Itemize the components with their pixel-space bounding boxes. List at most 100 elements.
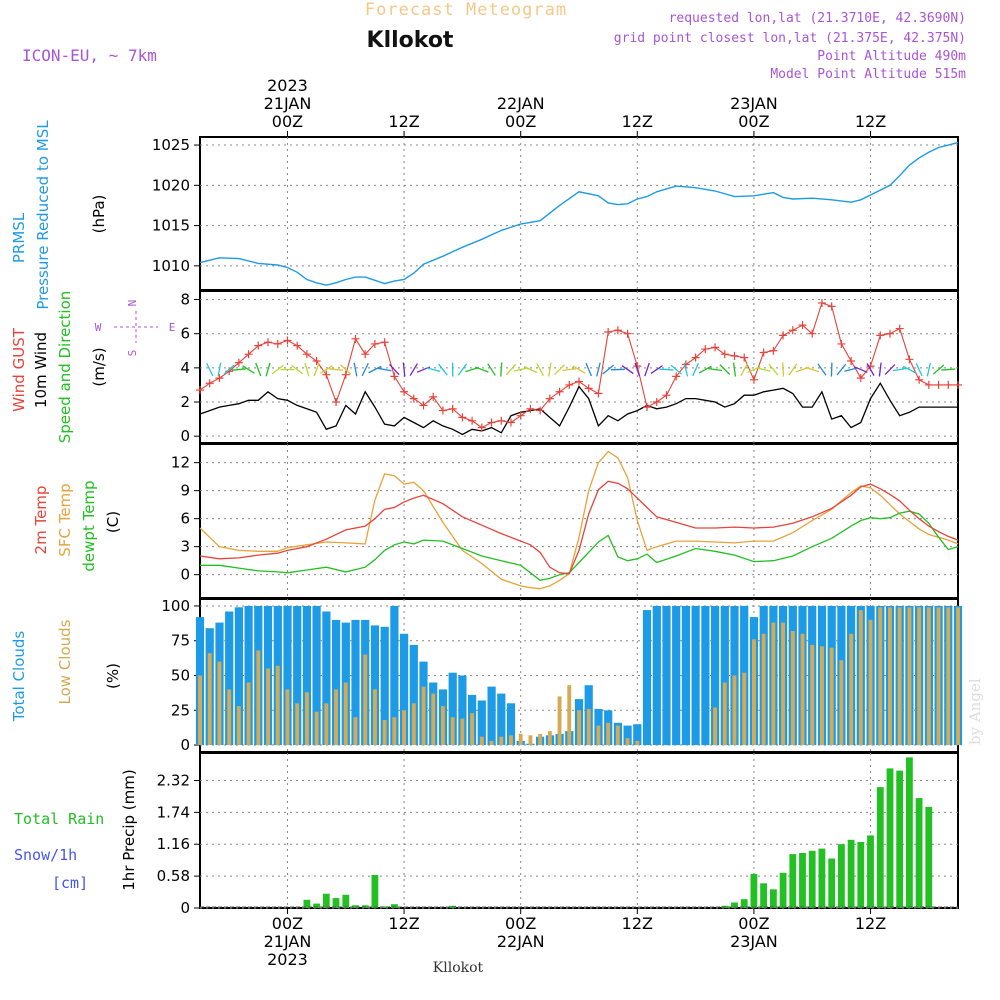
low-clouds-bar <box>198 675 202 745</box>
low-clouds-bar <box>781 622 785 745</box>
low-clouds-bar <box>246 682 251 746</box>
pressure-ytick-label: 1010 <box>152 257 190 275</box>
low-clouds-bar <box>392 717 397 745</box>
low-clouds-bar <box>752 639 756 745</box>
low-clouds-bar <box>858 610 863 745</box>
wind-direction-arrow <box>500 362 503 377</box>
low-clouds-bar <box>266 668 270 745</box>
low-clouds-bar <box>217 661 222 746</box>
wind-direction-arrow <box>732 362 737 377</box>
low-clouds-bar <box>343 682 348 746</box>
total-clouds-bar <box>370 625 379 745</box>
low-clouds-bar <box>761 633 766 746</box>
wind-direction-arrow <box>340 364 352 375</box>
wind-gust-marker <box>400 387 409 396</box>
wind-gust-marker <box>837 339 846 348</box>
rain-bar <box>808 850 816 908</box>
wind-gust-marker <box>759 348 768 357</box>
wind-direction-arrow <box>644 362 650 377</box>
low-clouds-bar <box>596 725 601 746</box>
wind-10m-label: 10m Wind <box>32 332 50 408</box>
wind-direction-arrow <box>884 364 896 376</box>
wind-direction-arrow <box>231 368 246 371</box>
total-clouds-bar <box>400 633 409 746</box>
wind-direction-arrow <box>361 362 369 377</box>
wind-gust-marker <box>196 386 204 395</box>
clouds-ytick-label: 75 <box>171 632 190 650</box>
rain-bar <box>371 875 379 908</box>
sfc-temp-line <box>199 450 959 590</box>
total-clouds-bar <box>720 606 729 746</box>
wind-gust-marker <box>244 350 253 359</box>
wind-gust-marker <box>720 350 729 359</box>
wind-gust-marker <box>672 372 681 381</box>
location-title: Kllokot <box>367 28 454 53</box>
wind-gust-marker <box>516 411 525 420</box>
low-clouds-bar <box>509 735 513 745</box>
low-clouds-bar <box>567 685 572 745</box>
wind-direction-arrow <box>426 367 441 373</box>
compass-w: W <box>95 321 102 334</box>
low-clouds-bar <box>907 607 912 745</box>
wind-gust-marker <box>302 350 311 359</box>
low-clouds-bar <box>305 692 309 746</box>
wind-direction-arrow <box>377 367 392 372</box>
wind-gust-marker <box>613 326 622 335</box>
total-clouds-bar <box>448 672 457 745</box>
footer-location: Kllokot <box>433 960 484 976</box>
wind-ytick-label: 0 <box>180 427 190 445</box>
low-clouds-bar <box>538 733 543 745</box>
top-time-label: 00Z <box>505 112 536 131</box>
wind-direction-arrow <box>768 363 779 376</box>
wind-gust-marker <box>429 392 438 401</box>
rain-bar <box>799 853 806 908</box>
wind-direction-arrow <box>513 367 528 372</box>
dewpt-temp-line <box>200 510 959 581</box>
low-clouds-bar <box>431 693 436 746</box>
wind-direction-arrow <box>836 363 847 376</box>
wind-direction-arrow <box>304 362 310 377</box>
compass-rose <box>114 311 158 343</box>
bottom-time-label: 12Z <box>622 914 653 933</box>
rain-bar <box>740 899 748 908</box>
wind-ytick-label: 4 <box>180 359 190 377</box>
temp-ytick-label: 6 <box>180 510 190 528</box>
wind-gust-marker <box>652 398 661 407</box>
low-clouds-bar <box>285 689 290 745</box>
wind-direction-arrow <box>719 364 731 375</box>
precip-ytick-label: 1.16 <box>157 835 190 853</box>
wind-direction-arrow <box>438 363 448 376</box>
wind-direction-arrow <box>389 363 400 376</box>
wind-direction-arrow <box>523 366 538 374</box>
wind-direction-arrow <box>817 363 827 376</box>
low-clouds-bar <box>479 736 484 745</box>
low-clouds-bar <box>625 738 630 746</box>
total-clouds-bar <box>633 724 642 746</box>
wind-gust-marker <box>662 391 671 400</box>
pressure-line <box>199 141 959 286</box>
total-clouds-bar <box>234 607 243 745</box>
top-time-label: 12Z <box>388 112 419 131</box>
wind-direction-arrow <box>915 362 923 377</box>
low-clouds-bar <box>441 706 445 745</box>
low-clouds-label: Low Clouds <box>56 619 74 704</box>
total-clouds-bar <box>623 725 632 746</box>
low-clouds-bar <box>256 650 261 746</box>
wind-direction-arrow <box>329 368 344 371</box>
wind-direction-arrow <box>320 365 333 374</box>
low-clouds-bar <box>936 607 941 745</box>
wind-gust-marker <box>740 353 749 362</box>
total-clouds-bar <box>244 606 253 746</box>
wind-gust-marker <box>924 380 933 389</box>
wind-gust-marker <box>701 345 710 354</box>
low-clouds-bar <box>557 696 562 746</box>
bottom-time-label: 00Z <box>738 914 769 933</box>
rain-bar <box>313 903 320 908</box>
low-clouds-bar <box>888 607 892 745</box>
low-clouds-bar <box>897 607 902 745</box>
low-clouds-bar <box>722 682 727 746</box>
bottom-time-label: 12Z <box>388 914 419 933</box>
wind-direction-arrow <box>505 363 517 376</box>
low-clouds-bar <box>635 740 640 746</box>
